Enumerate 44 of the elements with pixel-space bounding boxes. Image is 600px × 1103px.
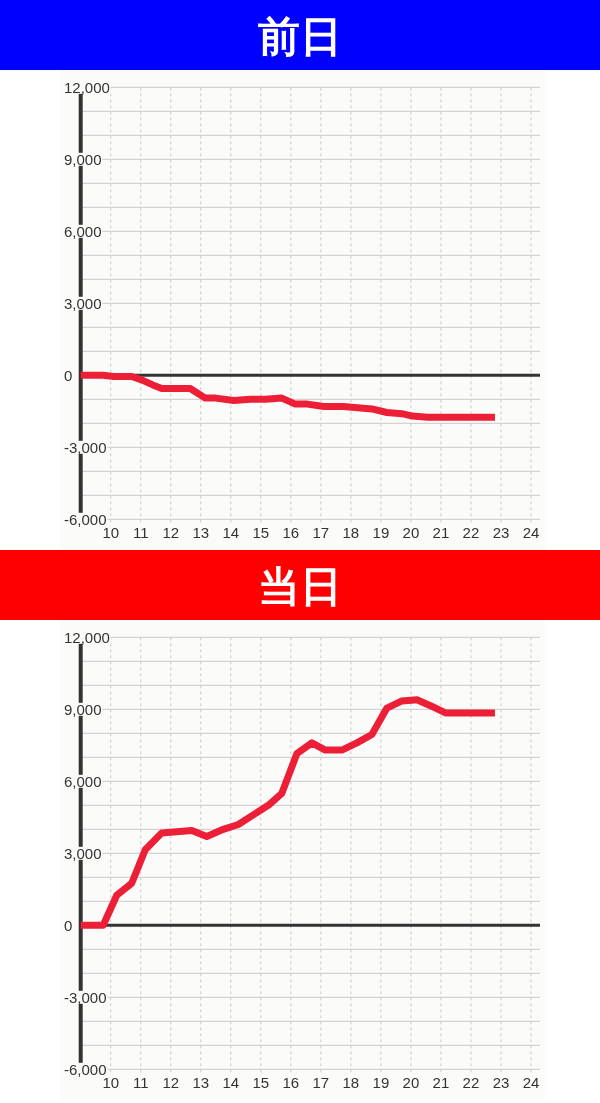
x-tick-label: 18 <box>342 523 360 541</box>
y-tick-label: -6,000 <box>64 1060 107 1078</box>
y-tick-label: -3,000 <box>64 438 107 456</box>
x-tick-label: 14 <box>222 523 240 541</box>
x-tick-label: 15 <box>252 1073 270 1091</box>
x-tick-label: 21 <box>432 523 450 541</box>
x-tick-label: 12 <box>162 523 180 541</box>
y-tick-label: 12,000 <box>64 78 110 96</box>
y-tick-label: 0 <box>64 366 73 384</box>
x-tick-label: 19 <box>372 1073 390 1091</box>
x-tick-label: 16 <box>282 523 300 541</box>
x-tick-label: 22 <box>462 523 480 541</box>
x-tick-label: 11 <box>132 523 149 541</box>
y-tick-label: 9,000 <box>64 700 102 718</box>
x-tick-label: 21 <box>432 1073 450 1091</box>
x-tick-label: 20 <box>402 523 420 541</box>
title: 前日 <box>258 12 342 60</box>
x-tick-label: 15 <box>252 523 270 541</box>
x-tick-label: 17 <box>312 523 330 541</box>
y-tick-label: 6,000 <box>64 772 102 790</box>
x-tick-label: 23 <box>492 523 510 541</box>
x-tick-label: 13 <box>192 1073 210 1091</box>
x-tick-label: 12 <box>162 1073 180 1091</box>
x-tick-label: 19 <box>372 523 390 541</box>
y-tick-label: -6,000 <box>64 510 107 528</box>
x-tick-label: 24 <box>522 523 540 541</box>
y-tick-label: 6,000 <box>64 222 102 240</box>
x-tick-label: 13 <box>192 523 210 541</box>
y-tick-label: -3,000 <box>64 988 107 1006</box>
x-tick-label: 17 <box>312 1073 330 1091</box>
x-tick-label: 18 <box>342 1073 360 1091</box>
x-tick-label: 14 <box>222 1073 240 1091</box>
y-tick-label: 12,000 <box>64 628 110 646</box>
x-tick-label: 20 <box>402 1073 420 1091</box>
y-tick-label: 3,000 <box>64 844 102 862</box>
y-tick-label: 3,000 <box>64 294 102 312</box>
x-tick-label: 24 <box>522 1073 540 1091</box>
x-tick-label: 11 <box>132 1073 149 1091</box>
x-tick-label: 23 <box>492 1073 510 1091</box>
y-tick-label: 0 <box>64 916 73 934</box>
title: 当日 <box>258 562 342 610</box>
x-tick-label: 16 <box>282 1073 300 1091</box>
y-tick-label: 9,000 <box>64 150 102 168</box>
x-tick-label: 22 <box>462 1073 480 1091</box>
